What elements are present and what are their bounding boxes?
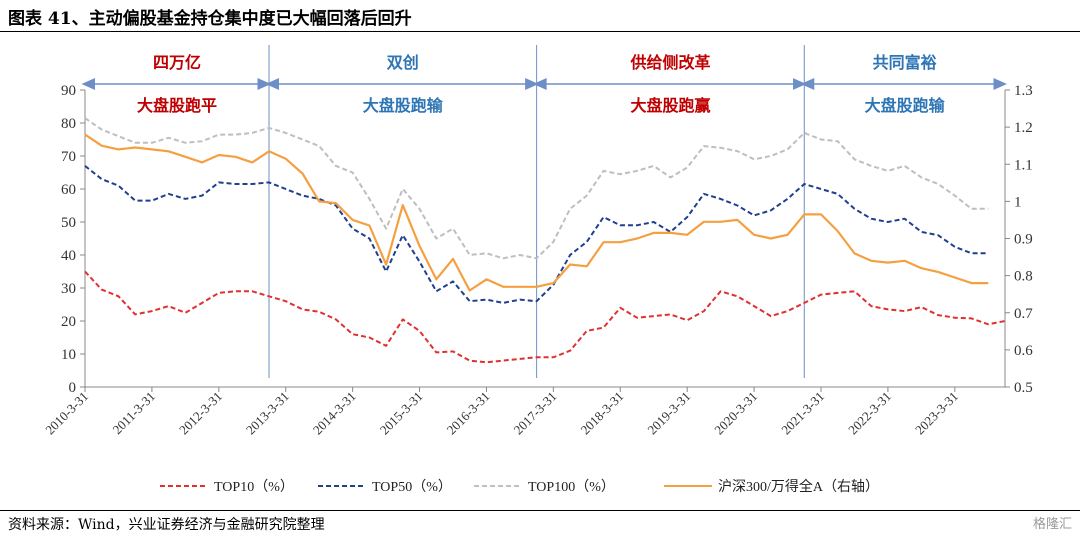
x-tick-label: 2014-3-31 [310, 389, 359, 438]
x-tick-label: 2019-3-31 [644, 389, 693, 438]
y-left-tick-label: 70 [61, 149, 76, 165]
legend-label: 沪深300/万得全A（右轴） [718, 478, 879, 495]
y-right-tick-label: 0.5 [1014, 380, 1033, 396]
y-right-tick-label: 0.6 [1014, 343, 1033, 359]
series-lines [84, 117, 1006, 364]
series-line [84, 270, 1006, 364]
figure-title: 图表 41、主动偏股基金持仓集中度已大幅回落后回升 [8, 9, 412, 29]
period-top-label: 供给侧改革 [629, 53, 710, 72]
legend: TOP10（%） TOP50（%） TOP100（%） 沪深300/万得全A（右轴） [160, 478, 879, 495]
x-tick-label: 2013-3-31 [243, 389, 292, 438]
y-left-tick-label: 40 [61, 248, 76, 264]
legend-label: TOP100（%） [528, 479, 615, 495]
x-tick-label: 2018-3-31 [577, 389, 626, 438]
y-left-tick-label: 10 [61, 347, 76, 363]
line-chart: 0 10 20 30 40 50 60 70 80 90 0.5 0.6 0.7 0.8 0.9 1 1.1 1.… [42, 45, 1033, 495]
y-right-tick-label: 0.8 [1014, 269, 1033, 285]
x-tick-label: 2012-3-31 [176, 389, 225, 438]
source-note: 资料来源：Wind，兴业证券经济与金融研究院整理 [8, 517, 325, 533]
y-right-tick-label: 1.3 [1014, 83, 1033, 99]
y-right-tick-label: 0.9 [1014, 232, 1033, 248]
y-left-tick-label: 20 [61, 314, 76, 330]
y-right-tick-label: 1.2 [1014, 120, 1033, 136]
series-line [84, 133, 989, 292]
axes: 0 10 20 30 40 50 60 70 80 90 0.5 0.6 0.7 0.8 0.9 1 1.1 1.… [42, 83, 1033, 437]
period-bottom-label: 大盘股跑赢 [630, 96, 710, 115]
x-tick-label: 2022-3-31 [845, 389, 894, 438]
series-line [84, 117, 989, 260]
x-tick-label: 2015-3-31 [377, 389, 426, 438]
period-bottom-label: 大盘股跑输 [865, 96, 946, 115]
y-left-tick-label: 50 [61, 215, 76, 231]
legend-label: TOP50（%） [372, 479, 452, 495]
y-right-tick-label: 1.1 [1014, 157, 1033, 173]
y-left-tick-label: 0 [69, 380, 77, 396]
period-bottom-label: 大盘股跑平 [137, 96, 217, 115]
x-tick-label: 2016-3-31 [444, 389, 493, 438]
legend-label: TOP10（%） [214, 479, 294, 495]
y-right-tick-label: 0.7 [1014, 306, 1033, 322]
x-tick-label: 2020-3-31 [711, 389, 760, 438]
source-rule [0, 510, 1080, 511]
watermark-text: 格隆汇 [1032, 517, 1072, 532]
period-top-label: 共同富裕 [873, 53, 937, 72]
y-left-tick-label: 60 [61, 182, 76, 198]
x-tick-label: 2021-3-31 [778, 389, 827, 438]
period-top-label: 四万亿 [153, 53, 201, 72]
title-rule [0, 31, 1080, 32]
series-line [84, 165, 989, 304]
y-left-tick-label: 30 [61, 281, 76, 297]
x-tick-label: 2023-3-31 [912, 389, 961, 438]
x-tick-label: 2017-3-31 [511, 389, 560, 438]
y-right-tick-label: 1 [1014, 194, 1022, 210]
x-tick-label: 2011-3-31 [109, 389, 158, 438]
x-tick-label: 2010-3-31 [42, 389, 91, 438]
y-left-tick-label: 80 [61, 116, 76, 132]
y-left-tick-label: 90 [61, 83, 76, 99]
period-top-label: 双创 [387, 53, 419, 72]
period-bottom-label: 大盘股跑输 [363, 96, 444, 115]
